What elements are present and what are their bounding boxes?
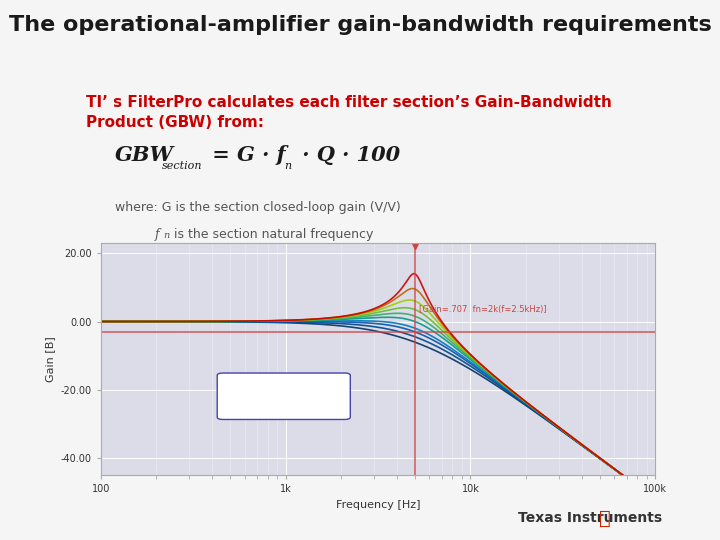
Text: Q is stage quality factor (Q = 1/2ζ): Q is stage quality factor (Q = 1/2ζ) xyxy=(155,258,374,271)
Text: Texas Instruments: Texas Instruments xyxy=(518,511,662,525)
Text: n: n xyxy=(284,161,292,171)
X-axis label: Frequency [Hz]: Frequency [Hz] xyxy=(336,500,420,510)
Text: section: section xyxy=(162,161,202,171)
Text: n: n xyxy=(163,231,170,240)
Text: Simple 2-pole
Low pass filter: Simple 2-pole Low pass filter xyxy=(251,382,317,403)
Text: 🐂: 🐂 xyxy=(599,509,611,528)
Text: TI’ s FilterPro calculates each filter section’s Gain-Bandwidth
Product (GBW) fr: TI’ s FilterPro calculates each filter s… xyxy=(86,95,612,130)
Text: GBW: GBW xyxy=(115,145,174,165)
Text: 100 (40 dB) is a loop gain factor: 100 (40 dB) is a loop gain factor xyxy=(155,287,357,300)
Text: · Q · 100: · Q · 100 xyxy=(295,145,400,165)
FancyBboxPatch shape xyxy=(217,373,351,420)
Text: = G · f: = G · f xyxy=(205,145,286,165)
Text: [Gain=.707  fn=2k(f=2.5kHz)]: [Gain=.707 fn=2k(f=2.5kHz)] xyxy=(419,305,546,314)
Text: where: G is the section closed-loop gain (V/V): where: G is the section closed-loop gain… xyxy=(115,201,401,214)
Y-axis label: Gain [B]: Gain [B] xyxy=(45,336,55,382)
Text: f: f xyxy=(155,228,159,241)
Text: The operational-amplifier gain-bandwidth requirements: The operational-amplifier gain-bandwidth… xyxy=(9,15,711,35)
Text: is the section natural frequency: is the section natural frequency xyxy=(170,228,373,241)
